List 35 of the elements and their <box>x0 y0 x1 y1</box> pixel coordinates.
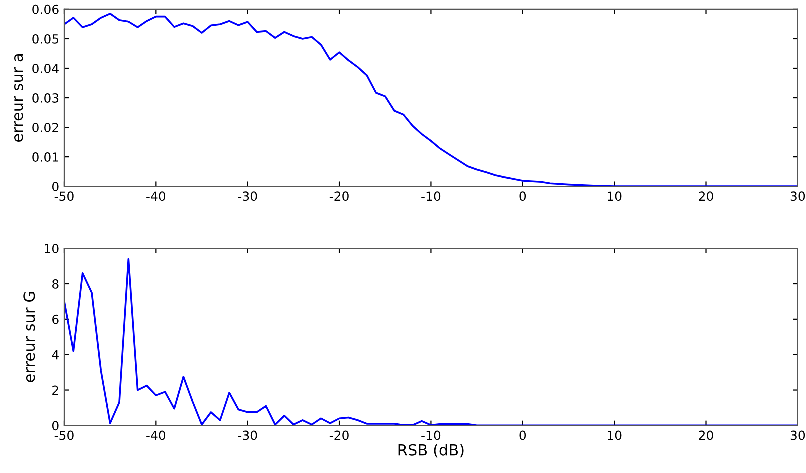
y-tick-label: 2 <box>52 386 58 396</box>
x-tick-label: 20 <box>699 192 714 202</box>
x-tick-label: 10 <box>608 430 622 440</box>
x-tick-label: -20 <box>330 192 349 202</box>
x-axis-title: RSB (dB) <box>398 444 464 458</box>
y-tick-label: 6 <box>52 314 59 324</box>
y-tick-label: 0.06 <box>32 4 59 14</box>
y-tick-label: 0.04 <box>32 64 59 74</box>
x-tick-label: -50 <box>54 192 74 202</box>
x-tick-label: 0 <box>520 430 526 440</box>
x-tick-label: 30 <box>790 430 806 440</box>
y-tick-label: 4 <box>52 350 59 360</box>
y-tick-label: 0.03 <box>32 93 59 103</box>
x-tick-label: -20 <box>330 430 349 440</box>
x-tick-label: 0 <box>520 192 526 202</box>
y-tick-label: 0.01 <box>32 152 58 162</box>
x-tick-label: -30 <box>238 192 258 202</box>
y-tick-label: 8 <box>52 279 59 289</box>
x-tick-label: 10 <box>608 192 622 202</box>
y-tick-label: 0 <box>52 182 59 192</box>
x-tick-label: 20 <box>699 430 714 440</box>
x-tick-label: -40 <box>146 430 166 440</box>
y-tick-label: 0.05 <box>32 34 59 44</box>
y-tick-label: 0 <box>52 421 59 431</box>
x-tick-label: 30 <box>790 192 806 202</box>
x-tick-label: -50 <box>54 430 74 440</box>
x-tick-label: -10 <box>422 192 441 202</box>
x-tick-label: -40 <box>146 192 166 202</box>
y-tick-label: 0.02 <box>32 123 58 132</box>
x-tick-label: -10 <box>422 430 441 440</box>
line-series <box>64 12 798 187</box>
y-axis-title: erreur sur G <box>24 292 36 382</box>
y-axis-title: erreur sur a <box>14 54 24 142</box>
y-tick-label: 10 <box>45 244 59 254</box>
x-tick-label: -30 <box>238 430 258 440</box>
